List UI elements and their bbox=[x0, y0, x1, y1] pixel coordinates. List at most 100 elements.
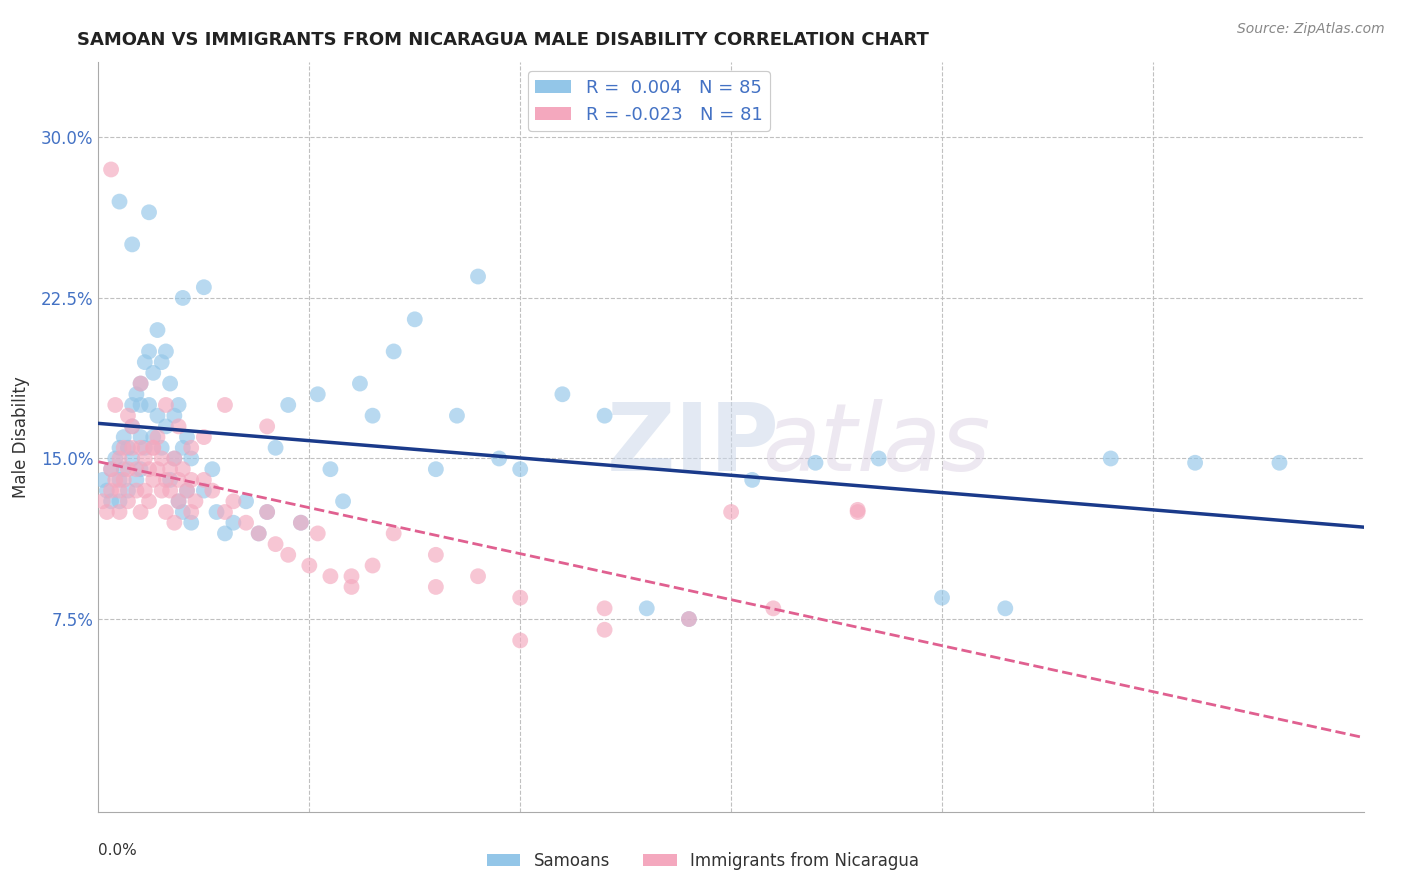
Point bbox=[382, 526, 405, 541]
Text: atlas: atlas bbox=[762, 399, 991, 490]
Point bbox=[121, 419, 143, 434]
Point bbox=[125, 462, 148, 476]
Point bbox=[180, 473, 202, 487]
Legend: Samoans, Immigrants from Nicaragua: Samoans, Immigrants from Nicaragua bbox=[481, 846, 925, 877]
Point bbox=[167, 419, 190, 434]
Point bbox=[193, 483, 215, 498]
Point bbox=[172, 441, 194, 455]
Point bbox=[146, 409, 169, 423]
Point bbox=[112, 473, 135, 487]
Point bbox=[167, 473, 190, 487]
Point bbox=[180, 441, 202, 455]
Point bbox=[100, 483, 122, 498]
Point bbox=[121, 398, 143, 412]
Point bbox=[108, 451, 131, 466]
Point bbox=[129, 398, 152, 412]
Point bbox=[467, 269, 489, 284]
Point bbox=[256, 505, 278, 519]
Point bbox=[846, 505, 869, 519]
Point bbox=[172, 505, 194, 519]
Point bbox=[91, 473, 114, 487]
Point bbox=[340, 580, 363, 594]
Point bbox=[129, 505, 152, 519]
Point bbox=[994, 601, 1017, 615]
Point bbox=[155, 344, 177, 359]
Point bbox=[108, 441, 131, 455]
Point bbox=[108, 473, 131, 487]
Point bbox=[425, 462, 447, 476]
Point bbox=[163, 516, 186, 530]
Point bbox=[235, 516, 257, 530]
Point bbox=[163, 451, 186, 466]
Point bbox=[96, 505, 118, 519]
Point bbox=[298, 558, 321, 573]
Point bbox=[142, 366, 165, 380]
Point bbox=[108, 494, 131, 508]
Text: Source: ZipAtlas.com: Source: ZipAtlas.com bbox=[1237, 22, 1385, 37]
Point bbox=[117, 409, 139, 423]
Point bbox=[176, 430, 198, 444]
Point bbox=[319, 569, 342, 583]
Point bbox=[100, 162, 122, 177]
Point bbox=[247, 526, 270, 541]
Point bbox=[117, 441, 139, 455]
Point bbox=[134, 441, 156, 455]
Point bbox=[155, 419, 177, 434]
Y-axis label: Male Disability: Male Disability bbox=[11, 376, 30, 498]
Point bbox=[180, 451, 202, 466]
Point bbox=[277, 548, 299, 562]
Point bbox=[1184, 456, 1206, 470]
Point bbox=[741, 473, 763, 487]
Point bbox=[150, 483, 173, 498]
Point bbox=[319, 462, 342, 476]
Point bbox=[108, 483, 131, 498]
Point bbox=[100, 494, 122, 508]
Point bbox=[155, 398, 177, 412]
Point bbox=[332, 494, 354, 508]
Point bbox=[488, 451, 510, 466]
Point bbox=[129, 376, 152, 391]
Point bbox=[184, 494, 207, 508]
Point bbox=[307, 387, 329, 401]
Text: ZIP: ZIP bbox=[607, 399, 779, 491]
Point bbox=[112, 441, 135, 455]
Legend: R =  0.004   N = 85, R = -0.023   N = 81: R = 0.004 N = 85, R = -0.023 N = 81 bbox=[529, 71, 769, 131]
Point bbox=[125, 473, 148, 487]
Point bbox=[104, 398, 127, 412]
Point bbox=[290, 516, 312, 530]
Point bbox=[404, 312, 426, 326]
Point bbox=[222, 516, 245, 530]
Point bbox=[1268, 456, 1291, 470]
Point bbox=[382, 344, 405, 359]
Point bbox=[104, 451, 127, 466]
Point bbox=[159, 483, 181, 498]
Point bbox=[256, 419, 278, 434]
Point bbox=[159, 462, 181, 476]
Point bbox=[167, 494, 190, 508]
Point bbox=[172, 291, 194, 305]
Point bbox=[138, 398, 160, 412]
Point bbox=[150, 355, 173, 369]
Point bbox=[142, 441, 165, 455]
Point bbox=[129, 376, 152, 391]
Point bbox=[593, 623, 616, 637]
Point bbox=[117, 462, 139, 476]
Point bbox=[146, 430, 169, 444]
Point bbox=[129, 462, 152, 476]
Point bbox=[142, 441, 165, 455]
Point bbox=[138, 205, 160, 219]
Point bbox=[134, 483, 156, 498]
Text: 0.0%: 0.0% bbox=[98, 843, 138, 858]
Point bbox=[100, 462, 122, 476]
Point bbox=[142, 473, 165, 487]
Point bbox=[138, 344, 160, 359]
Point bbox=[222, 494, 245, 508]
Point bbox=[91, 494, 114, 508]
Point bbox=[117, 483, 139, 498]
Point bbox=[214, 526, 236, 541]
Point bbox=[247, 526, 270, 541]
Point bbox=[159, 473, 181, 487]
Point bbox=[108, 505, 131, 519]
Point bbox=[205, 505, 228, 519]
Point bbox=[193, 473, 215, 487]
